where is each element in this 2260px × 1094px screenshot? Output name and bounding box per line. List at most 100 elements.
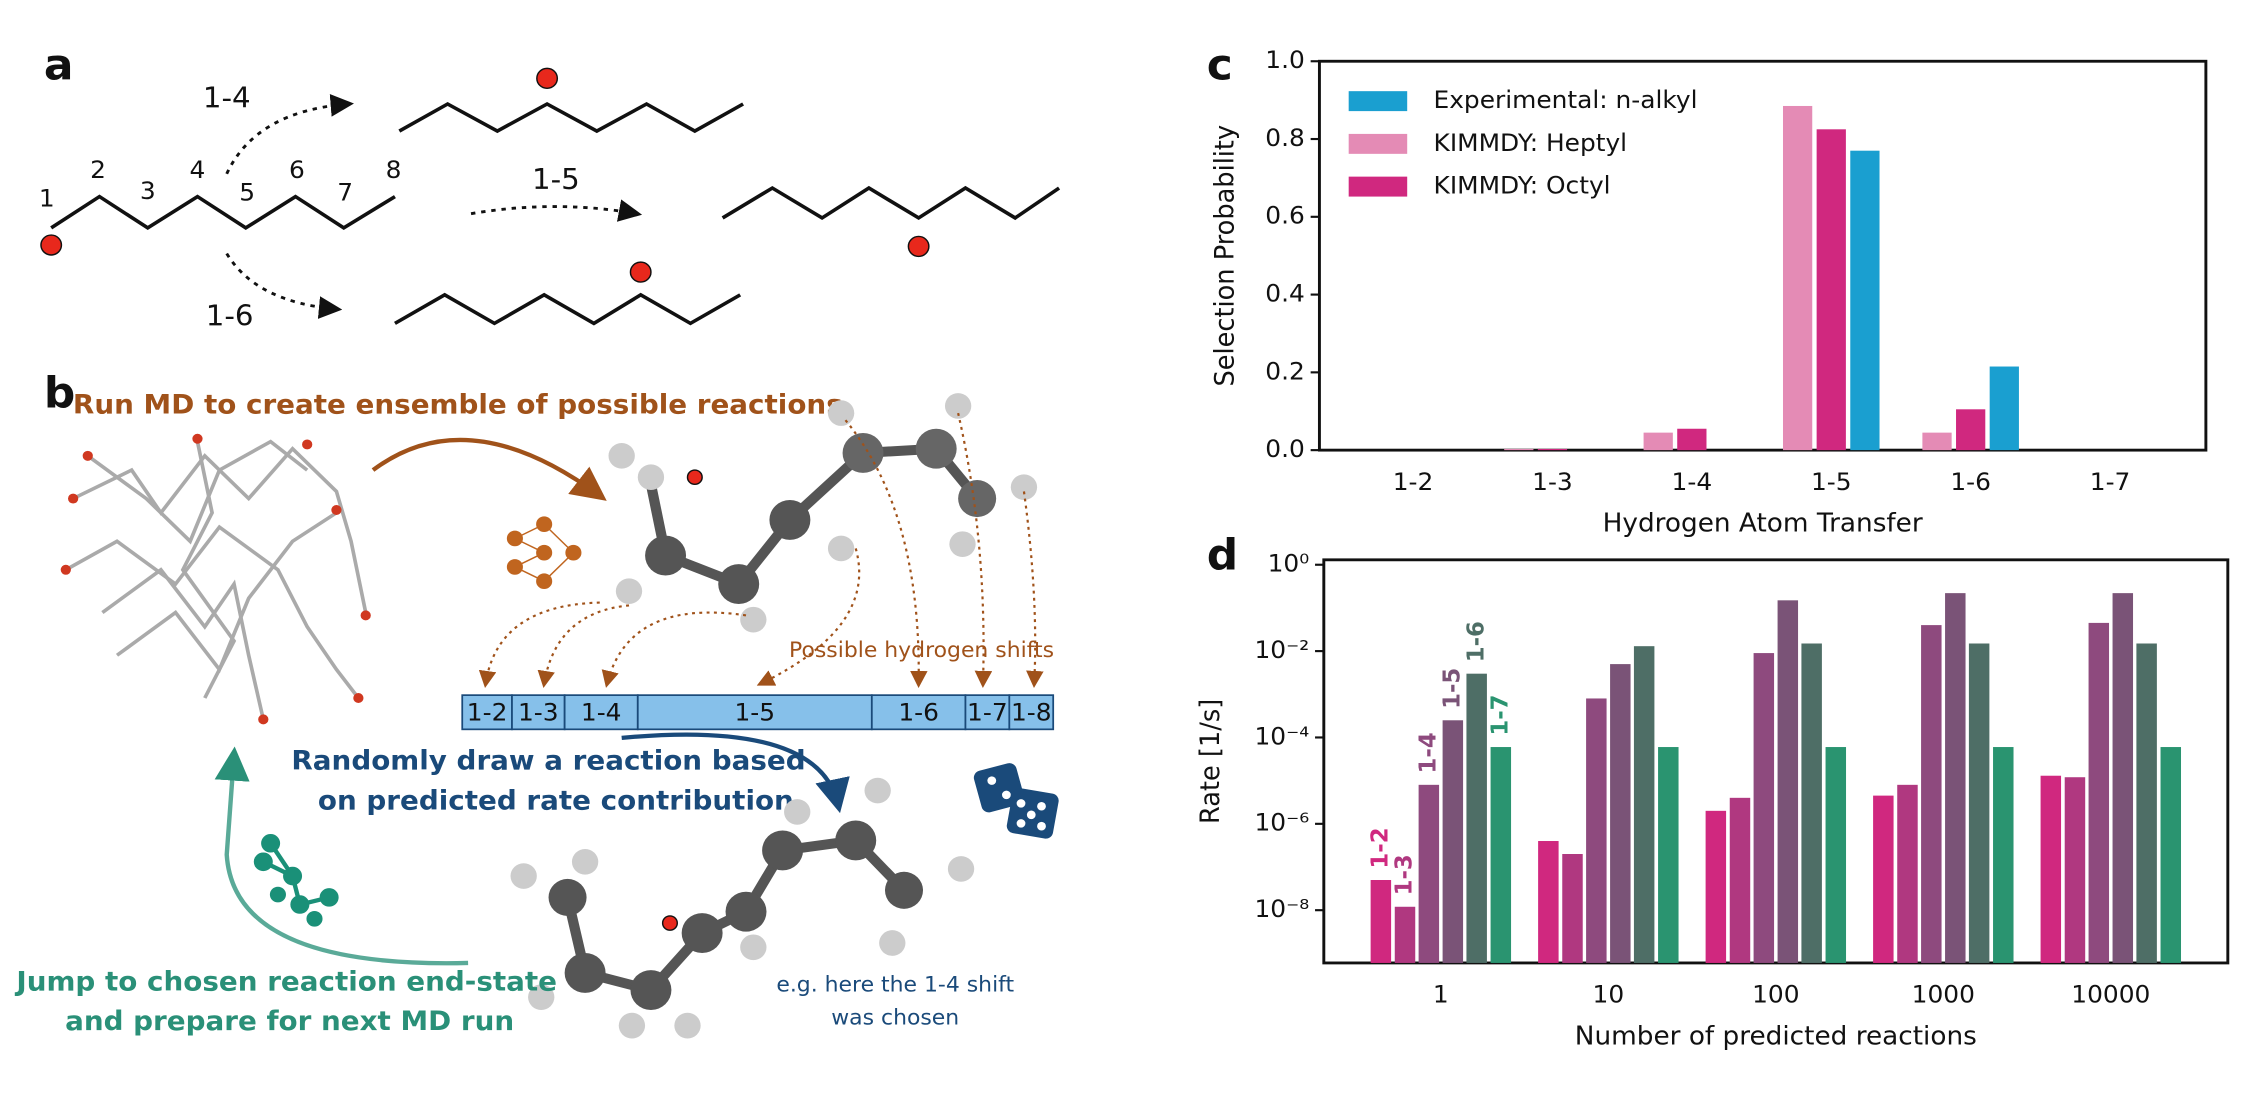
shift-label: 1-6: [206, 299, 254, 333]
x-tick-label: 1-4: [1672, 467, 1713, 496]
atom-number: 7: [337, 178, 353, 207]
conformer: [101, 567, 266, 720]
bar: [1677, 428, 1707, 451]
atom-number: 2: [90, 155, 106, 184]
chain: [50, 194, 396, 231]
series-label: 1-5: [1439, 668, 1465, 709]
atom-number: 5: [239, 178, 255, 207]
arrow: [371, 437, 607, 501]
radical: [907, 235, 930, 258]
y-tick-label: 10⁻⁶: [1254, 808, 1309, 837]
bar: [1538, 841, 1559, 963]
chain: [721, 185, 1061, 221]
arrow: [225, 252, 343, 319]
atom-number: 1: [39, 184, 55, 213]
x-axis-label: Hydrogen Atom Transfer: [1603, 509, 1923, 539]
x-tick-label: 1000: [1912, 980, 1975, 1009]
bar: [1816, 129, 1846, 451]
x-tick-label: 1-2: [1393, 467, 1434, 496]
plot-frame: [1322, 558, 2230, 965]
y-axis-label: Rate [1/s]: [1195, 699, 1225, 824]
x-tick-label: 100: [1752, 980, 1799, 1009]
bar: [1753, 653, 1775, 963]
bar: [1643, 432, 1673, 451]
bar-label: 1-6: [898, 698, 939, 727]
ensemble: [64, 439, 368, 720]
x-tick-label: 10000: [2071, 980, 2150, 1009]
bar: [1490, 747, 1512, 963]
bar: [1801, 643, 1822, 963]
arrow: [621, 732, 850, 814]
bar: [2088, 622, 2110, 963]
shift-label: 1-5: [532, 162, 580, 196]
x-tick-label: 1-6: [1950, 467, 1991, 496]
bar: [1442, 720, 1464, 963]
x-tick-label: 10: [1593, 980, 1625, 1009]
step-text: and prepare for next MD run: [65, 1006, 514, 1037]
bar: [1658, 747, 1679, 963]
bar: [1825, 747, 1847, 963]
y-tick-label: 0.4: [1265, 279, 1305, 308]
x-tick-label: 1-5: [1811, 467, 1852, 496]
bar: [1729, 797, 1751, 963]
y-tick-label: 10⁻⁸: [1254, 894, 1309, 923]
y-tick-label: 10⁻⁴: [1254, 722, 1309, 751]
atom-number: 6: [289, 155, 305, 184]
bar: [1945, 593, 1966, 963]
y-tick-label: 1.0: [1265, 45, 1305, 74]
legend-label: KIMMDY: Heptyl: [1434, 128, 1628, 157]
neural-net-icon: [506, 516, 582, 590]
panel-label: c: [1207, 41, 1233, 90]
bar: [2160, 747, 2182, 963]
y-tick-label: 0.8: [1265, 123, 1305, 152]
legend-swatch: [1348, 176, 1408, 197]
chain: [398, 101, 745, 134]
bar: [1370, 880, 1392, 963]
bar: [1782, 105, 1813, 451]
bar: [1504, 448, 1534, 451]
rate-bar-labels: 1-2 1-3 1-4 1-5 1-6 1-7 1-8: [467, 698, 1052, 727]
bar: [1993, 747, 2014, 963]
conformer: [64, 524, 360, 700]
panel-label: b: [44, 369, 75, 418]
atom-number: 3: [140, 177, 156, 206]
bar: [1705, 810, 1727, 963]
molecule-icon: [253, 834, 339, 927]
y-tick-label: 10⁰: [1268, 549, 1310, 578]
legend-label: Experimental: n-alkyl: [1434, 85, 1698, 114]
panel-a: [50, 93, 1061, 326]
conformer: [115, 511, 338, 674]
atom-numbers: 1 2 3 4 5 6 7 8: [39, 155, 401, 212]
panel-label: a: [44, 41, 74, 90]
charts: 0.00.20.40.60.81.01-2 1-3 1-4 1-5 1-6 1-7Expe…: [1195, 45, 2230, 1051]
legend-label: KIMMDY: Octyl: [1434, 171, 1611, 200]
rate-bar: [461, 694, 1055, 731]
series-label: 1-6: [1463, 621, 1489, 662]
chain: [394, 292, 742, 326]
shifts-label: Possible hydrogen shifts: [789, 638, 1054, 663]
arrow: [214, 746, 469, 966]
bar: [2040, 775, 2062, 963]
legend-swatch: [1348, 133, 1408, 154]
bar: [1989, 366, 2019, 451]
bar: [1586, 698, 1607, 963]
arrow: [470, 199, 643, 222]
panel-label: d: [1207, 531, 1238, 580]
bar: [1394, 906, 1416, 963]
bar-label: 1-4: [581, 698, 622, 727]
bar: [1562, 854, 1583, 963]
shift-label: 1-4: [203, 81, 251, 115]
bar: [1956, 409, 1986, 451]
y-tick-label: 0.2: [1265, 357, 1305, 386]
y-tick-label: 0.0: [1265, 434, 1305, 463]
radical: [536, 67, 559, 90]
bar: [2064, 777, 2086, 963]
step-text: Randomly draw a reaction based: [291, 746, 805, 777]
example-text: e.g. here the 1-4 shift: [776, 973, 1014, 998]
bar-label: 1-2: [467, 698, 508, 727]
series-label: 1-3: [1391, 854, 1417, 895]
molecule-bottom: [510, 777, 975, 1039]
atom-number: 8: [386, 155, 402, 184]
